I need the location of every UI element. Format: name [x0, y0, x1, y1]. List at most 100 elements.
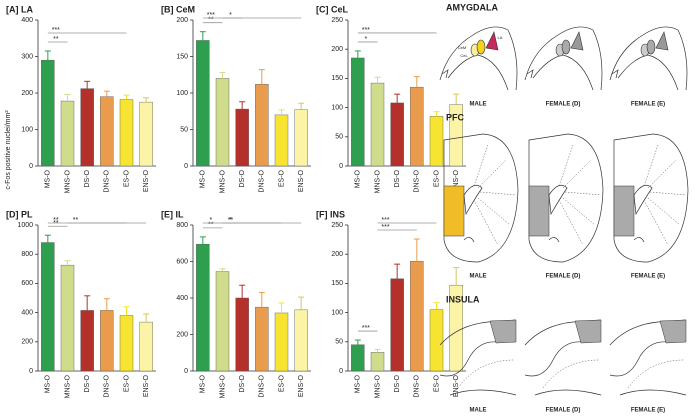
- x-tick-label: DNS-O: [259, 169, 266, 192]
- y-tick-label: 800: [21, 251, 33, 258]
- x-tick-label: MNS-O: [64, 169, 71, 193]
- bar: [410, 261, 424, 372]
- error-bar: [44, 234, 51, 243]
- x-tick-label: MNS-O: [64, 374, 71, 398]
- diagram-label: MALE: [470, 274, 487, 280]
- significance-label: ***: [207, 12, 215, 19]
- significance-label: *: [209, 217, 212, 224]
- error-bar: [84, 295, 91, 311]
- pfc-region: [613, 185, 635, 237]
- pfc-region: [443, 185, 465, 237]
- x-tick-label: MS-O: [200, 169, 207, 188]
- insula-dotted: [457, 359, 515, 389]
- bar: [370, 352, 385, 372]
- error-bar: [199, 31, 206, 41]
- error-bar: [354, 50, 361, 58]
- x-tick-label: ENS-O: [143, 169, 150, 192]
- x-tick-label: DNS-O: [259, 374, 266, 397]
- error-bar: [199, 236, 206, 245]
- error-bar: [453, 267, 460, 286]
- y-tick-label: 150: [331, 280, 343, 287]
- cel: [476, 39, 486, 55]
- x-tick-label: MNS-O: [374, 374, 381, 398]
- bar: [60, 100, 75, 167]
- amygdala-outline: [609, 26, 688, 91]
- panel-title: [F] INS: [316, 209, 345, 219]
- pfc-ventricle: [633, 184, 653, 243]
- x-tick-label: MNS-O: [219, 169, 226, 193]
- diagram-label: FEMALE (D): [546, 408, 581, 414]
- bar: [429, 116, 444, 167]
- y-tick-label: 300: [21, 53, 33, 60]
- pfc-outline: [528, 133, 604, 263]
- y-tick-label: 100: [331, 104, 343, 111]
- significance-label: ***: [381, 224, 389, 231]
- x-tick-label: DNS-O: [414, 374, 421, 397]
- error-bar: [278, 109, 285, 115]
- insula-region: [659, 319, 687, 344]
- pfc-region: [528, 185, 550, 237]
- bar: [294, 309, 308, 372]
- error-bar: [219, 72, 226, 79]
- pfc-outline: [613, 133, 689, 263]
- y-tick-label: 0: [339, 368, 343, 375]
- panel-title: [E] IL: [161, 209, 184, 219]
- bar: [274, 114, 289, 167]
- insula-dotted: [542, 359, 600, 389]
- error-bar: [413, 238, 420, 262]
- diagram-label: FEMALE (D): [546, 274, 581, 280]
- bar: [80, 310, 94, 372]
- x-tick-label: ENS-O: [298, 374, 305, 397]
- y-tick-label: 200: [331, 251, 343, 258]
- x-tick-label: ENS-O: [143, 374, 150, 397]
- insula-region: [574, 319, 602, 344]
- y-tick-label: 50: [335, 339, 343, 346]
- x-tick-label: ENS-O: [453, 169, 460, 192]
- x-tick-label: MS-O: [45, 169, 52, 188]
- y-tick-label: 400: [21, 17, 33, 24]
- significance-label: *: [229, 217, 232, 224]
- bar: [390, 102, 404, 167]
- error-bar: [394, 263, 401, 279]
- x-tick-label: DS-O: [394, 374, 401, 392]
- insula-outline: [609, 319, 687, 396]
- y-tick-label: 0: [184, 368, 188, 375]
- significance-label: **: [53, 220, 59, 227]
- y-tick-label: 0: [29, 368, 33, 375]
- nucleus-label: CeM: [458, 45, 466, 50]
- x-tick-label: ES-O: [433, 169, 440, 187]
- insula-region: [489, 319, 517, 344]
- error-bar: [298, 296, 305, 310]
- la: [485, 31, 499, 51]
- y-tick-label: 200: [176, 17, 188, 24]
- y-tick-label: 200: [331, 46, 343, 53]
- x-tick-label: DS-O: [394, 169, 401, 187]
- amygdala-outline: [611, 54, 679, 91]
- panel-title: [A] LA: [6, 4, 33, 14]
- y-tick-label: 50: [335, 134, 343, 141]
- nucleus-label: CeL: [460, 53, 468, 58]
- x-tick-label: DNS-O: [414, 169, 421, 192]
- x-tick-label: DNS-O: [104, 374, 111, 397]
- bar: [41, 59, 55, 167]
- error-bar: [298, 102, 305, 110]
- bar: [100, 310, 114, 372]
- x-tick-label: DS-O: [84, 374, 91, 392]
- bar: [60, 264, 75, 372]
- y-tick-label: 0: [184, 163, 188, 170]
- x-tick-label: MS-O: [45, 374, 52, 393]
- y-tick-label: 1000: [17, 222, 33, 229]
- error-bar: [123, 94, 130, 100]
- y-tick-label: 600: [21, 280, 33, 287]
- significance-label: **: [208, 222, 214, 229]
- significance-label: **: [208, 17, 214, 24]
- y-tick-label: 150: [331, 75, 343, 82]
- error-bar: [258, 69, 265, 85]
- amygdala-outline: [439, 26, 518, 91]
- error-bar: [239, 284, 246, 298]
- significance-label: ***: [52, 27, 60, 34]
- significance-label: ***: [381, 217, 389, 224]
- error-bar: [84, 80, 91, 89]
- significance-label: **: [228, 217, 234, 224]
- bar: [215, 271, 230, 372]
